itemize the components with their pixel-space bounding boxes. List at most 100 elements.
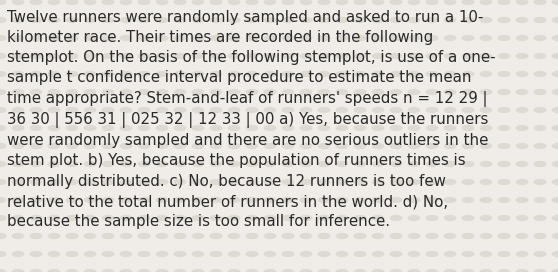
- Circle shape: [479, 0, 493, 5]
- Circle shape: [246, 233, 258, 239]
- Circle shape: [335, 17, 349, 23]
- Circle shape: [444, 35, 456, 41]
- Circle shape: [0, 89, 7, 95]
- Circle shape: [533, 143, 546, 149]
- Circle shape: [318, 197, 330, 203]
- Circle shape: [12, 179, 25, 185]
- Circle shape: [209, 179, 223, 185]
- Circle shape: [498, 53, 511, 59]
- Circle shape: [174, 89, 186, 95]
- Circle shape: [12, 17, 25, 23]
- Circle shape: [300, 125, 312, 131]
- Circle shape: [426, 251, 439, 257]
- Circle shape: [318, 143, 330, 149]
- Circle shape: [551, 17, 558, 23]
- Circle shape: [47, 53, 60, 59]
- Circle shape: [119, 71, 132, 77]
- Circle shape: [444, 107, 456, 113]
- Circle shape: [246, 143, 258, 149]
- Circle shape: [516, 71, 528, 77]
- Circle shape: [444, 161, 456, 167]
- Circle shape: [426, 125, 439, 131]
- Circle shape: [65, 89, 79, 95]
- Circle shape: [84, 35, 97, 41]
- Circle shape: [102, 107, 114, 113]
- Circle shape: [65, 143, 79, 149]
- Circle shape: [372, 215, 384, 221]
- Circle shape: [389, 269, 402, 272]
- Circle shape: [65, 161, 79, 167]
- Circle shape: [300, 107, 312, 113]
- Circle shape: [191, 161, 204, 167]
- Circle shape: [209, 161, 223, 167]
- Circle shape: [12, 215, 25, 221]
- Circle shape: [444, 53, 456, 59]
- Circle shape: [354, 251, 367, 257]
- Circle shape: [354, 215, 367, 221]
- Circle shape: [65, 233, 79, 239]
- Circle shape: [551, 197, 558, 203]
- Circle shape: [102, 215, 114, 221]
- Circle shape: [84, 215, 97, 221]
- Circle shape: [335, 107, 349, 113]
- Circle shape: [479, 53, 493, 59]
- Circle shape: [516, 53, 528, 59]
- Circle shape: [30, 143, 42, 149]
- Circle shape: [551, 53, 558, 59]
- Circle shape: [47, 233, 60, 239]
- Circle shape: [335, 89, 349, 95]
- Circle shape: [65, 53, 79, 59]
- Circle shape: [0, 71, 7, 77]
- Circle shape: [65, 269, 79, 272]
- Circle shape: [533, 0, 546, 5]
- Circle shape: [444, 89, 456, 95]
- Circle shape: [119, 89, 132, 95]
- Circle shape: [263, 197, 276, 203]
- Circle shape: [407, 251, 421, 257]
- Circle shape: [407, 89, 421, 95]
- Circle shape: [30, 215, 42, 221]
- Circle shape: [174, 215, 186, 221]
- Circle shape: [389, 215, 402, 221]
- Circle shape: [12, 89, 25, 95]
- Circle shape: [174, 179, 186, 185]
- Circle shape: [461, 143, 474, 149]
- Circle shape: [65, 251, 79, 257]
- Circle shape: [30, 17, 42, 23]
- Circle shape: [263, 17, 276, 23]
- Circle shape: [498, 269, 511, 272]
- Circle shape: [516, 233, 528, 239]
- Circle shape: [209, 17, 223, 23]
- Circle shape: [263, 233, 276, 239]
- Circle shape: [156, 215, 169, 221]
- Circle shape: [30, 179, 42, 185]
- Circle shape: [479, 161, 493, 167]
- Circle shape: [12, 107, 25, 113]
- Circle shape: [65, 197, 79, 203]
- Circle shape: [335, 233, 349, 239]
- Circle shape: [551, 107, 558, 113]
- Circle shape: [444, 17, 456, 23]
- Circle shape: [102, 233, 114, 239]
- Circle shape: [318, 251, 330, 257]
- Circle shape: [461, 89, 474, 95]
- Circle shape: [47, 215, 60, 221]
- Circle shape: [228, 71, 240, 77]
- Circle shape: [228, 215, 240, 221]
- Circle shape: [551, 269, 558, 272]
- Circle shape: [12, 0, 25, 5]
- Circle shape: [551, 233, 558, 239]
- Circle shape: [300, 269, 312, 272]
- Circle shape: [84, 197, 97, 203]
- Circle shape: [119, 269, 132, 272]
- Circle shape: [0, 269, 7, 272]
- Circle shape: [228, 233, 240, 239]
- Circle shape: [0, 179, 7, 185]
- Circle shape: [0, 215, 7, 221]
- Circle shape: [137, 71, 151, 77]
- Circle shape: [479, 17, 493, 23]
- Circle shape: [300, 215, 312, 221]
- Circle shape: [191, 0, 204, 5]
- Circle shape: [551, 125, 558, 131]
- Circle shape: [461, 53, 474, 59]
